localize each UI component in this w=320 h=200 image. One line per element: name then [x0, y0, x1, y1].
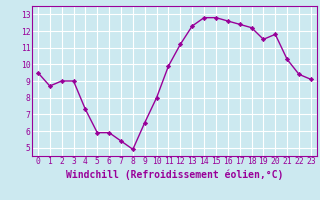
- X-axis label: Windchill (Refroidissement éolien,°C): Windchill (Refroidissement éolien,°C): [66, 169, 283, 180]
